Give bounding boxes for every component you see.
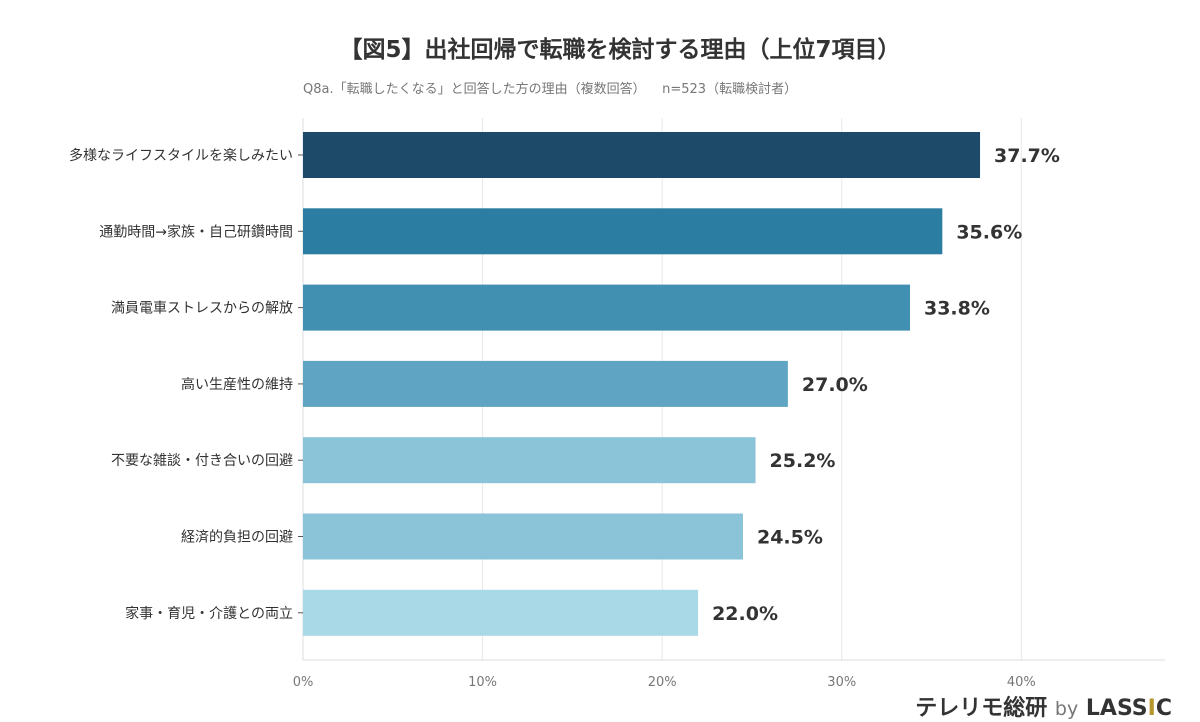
data-label: 24.5%	[757, 527, 823, 549]
x-tick-label: 10%	[468, 675, 497, 690]
data-label: 27.0%	[802, 374, 868, 396]
bar	[303, 589, 699, 636]
logo-brand-c: C	[1155, 696, 1172, 721]
x-tick-label: 30%	[827, 675, 856, 690]
category-label: 通勤時間→家族・自己研鑽時間	[99, 223, 293, 240]
data-label: 37.7%	[994, 145, 1060, 167]
category-label: 高い生産性の維持	[181, 376, 293, 393]
data-label: 22.0%	[712, 603, 778, 625]
bar	[303, 132, 981, 178]
logo-brand: LASS	[1085, 696, 1148, 721]
bar	[303, 284, 910, 331]
bar	[303, 513, 743, 560]
data-label: 33.8%	[924, 298, 990, 320]
category-label: 家事・育児・介護との両立	[125, 605, 293, 622]
logo-text: テレリモ総研	[915, 696, 1048, 721]
bar	[303, 208, 943, 255]
bar	[303, 437, 756, 484]
bar	[303, 360, 788, 407]
category-label: 満員電車ストレスからの解放	[111, 300, 293, 317]
chart-title: 【図5】出社回帰で転職を検討する理由（上位7項目）	[339, 37, 901, 63]
category-label: 不要な雑談・付き合いの回避	[111, 453, 293, 469]
x-tick-label: 20%	[648, 675, 677, 690]
chart-subtitle: Q8a.「転職したくなる」と回答した方の理由（複数回答） n=523（転職検討者…	[303, 82, 798, 97]
logo: テレリモ総研 by LASSIC	[915, 690, 1172, 722]
data-label: 25.2%	[770, 450, 836, 472]
x-tick-label: 0%	[293, 675, 314, 690]
category-label: 多様なライフスタイルを楽しみたい	[69, 147, 293, 164]
x-tick-label: 40%	[1007, 675, 1036, 690]
category-label: 経済的負担の回避	[181, 530, 293, 546]
logo-by: by	[1054, 698, 1079, 720]
logo-brand-i: I	[1147, 696, 1156, 721]
data-label: 35.6%	[956, 221, 1022, 243]
